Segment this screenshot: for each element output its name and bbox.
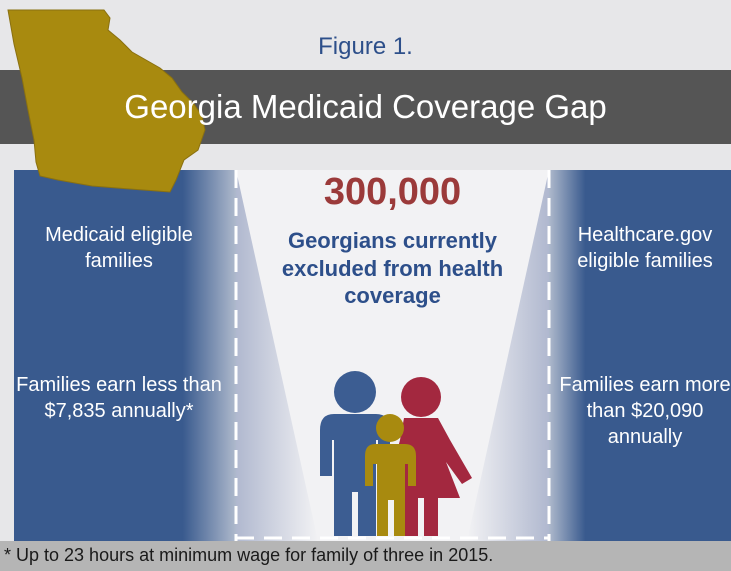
medicaid-eligible-label: Medicaid eligible families xyxy=(45,224,193,272)
child-figure xyxy=(365,414,416,536)
medicaid-income-label: Families earn less than $7,835 annually* xyxy=(16,374,222,422)
page-title: Georgia Medicaid Coverage Gap xyxy=(124,88,607,125)
figure-label: Figure 1. xyxy=(318,33,413,60)
medicaid-panel xyxy=(14,170,236,541)
footnote-bar xyxy=(0,541,731,571)
healthcare-gov-panel xyxy=(549,170,731,541)
excluded-count: 300,000 xyxy=(323,171,462,213)
healthcare-gov-eligible-label: Healthcare.gov eligible families xyxy=(577,224,713,272)
healthcare-gov-income-label: Families earn more than $20,090 annually xyxy=(559,374,731,448)
footnote: * Up to 23 hours at minimum wage for fam… xyxy=(4,545,494,565)
excluded-description: Georgians currently excluded from health… xyxy=(281,228,504,308)
